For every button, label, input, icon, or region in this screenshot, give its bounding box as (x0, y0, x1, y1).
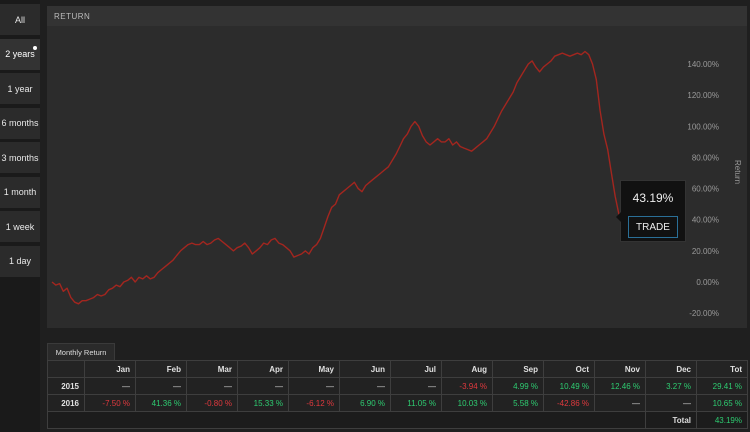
range-button-2-years[interactable]: 2 years (0, 38, 40, 71)
monthly-return-table: Jan Feb Mar Apr May Jun Jul Aug Sep Oct Nov Dec Tot … (47, 360, 748, 429)
column-header: Tot (696, 360, 748, 378)
tooltip-pointer (616, 212, 621, 222)
range-button-3-months[interactable]: 3 months (0, 142, 40, 174)
trade-button[interactable]: TRADE (628, 216, 678, 238)
table-header-row: Jan Feb Mar Apr May Jun Jul Aug Sep Oct Nov Dec Tot (47, 360, 748, 378)
total-value: 43.19% (696, 411, 748, 429)
value-tooltip: 43.19% TRADE (616, 180, 686, 242)
return-cell: — (84, 377, 136, 395)
column-header: Apr (237, 360, 289, 378)
range-button-1-month[interactable]: 1 month (0, 176, 40, 209)
y-tick-label: 140.00% (687, 60, 719, 69)
tab-monthly-return[interactable]: Monthly Return (47, 343, 115, 360)
return-cell: — (135, 377, 187, 395)
column-header: Nov (594, 360, 646, 378)
return-cell: 10.65 % (696, 394, 748, 412)
return-cell: -0.80 % (186, 394, 238, 412)
return-cell: -3.94 % (441, 377, 493, 395)
return-cell: — (594, 394, 646, 412)
return-line-chart: -20.00% 0.00% 20.00% 40.00% 60.00% 80.00% 100.… (51, 50, 742, 318)
column-header: Mar (186, 360, 238, 378)
y-tick-label: 0.00% (696, 278, 719, 287)
column-header: Dec (645, 360, 697, 378)
y-tick-label: -20.00% (689, 309, 719, 318)
return-cell: 4.99 % (492, 377, 544, 395)
y-tick-label: 100.00% (687, 122, 719, 131)
range-button-1-year[interactable]: 1 year (0, 73, 40, 105)
column-header: Jan (84, 360, 136, 378)
return-cell: — (645, 394, 697, 412)
total-row: Total 43.19% (47, 411, 748, 429)
return-cell: 11.05 % (390, 394, 442, 412)
return-cell: 5.58 % (492, 394, 544, 412)
column-header: Jun (339, 360, 391, 378)
return-cell: 41.36 % (135, 394, 187, 412)
column-header (47, 360, 85, 378)
return-series-line (51, 50, 620, 305)
table-row: 2016 -7.50 % 41.36 % -0.80 % 15.33 % -6.12 % 6… (47, 394, 748, 412)
return-cell: 6.90 % (339, 394, 391, 412)
return-cell: -7.50 % (84, 394, 136, 412)
table-row: 2015— — — — — — — -3.94 % 4.99 % 10.49 % 12.46 % 3.… (47, 377, 748, 395)
y-tick-label: 20.00% (692, 247, 719, 256)
y-axis-title: Return (733, 160, 742, 184)
return-cell: — (237, 377, 289, 395)
return-cell: 12.46 % (594, 377, 646, 395)
return-cell: 29.41 % (696, 377, 748, 395)
range-sidebar: All 2 years 1 year 6 months 3 months 1 month 1… (0, 0, 40, 432)
column-header: May (288, 360, 340, 378)
range-button-1-week[interactable]: 1 week (0, 211, 40, 243)
return-cell: — (186, 377, 238, 395)
column-header: Sep (492, 360, 544, 378)
column-header: Jul (390, 360, 442, 378)
range-button-All[interactable]: All (0, 4, 40, 36)
return-cell: 10.49 % (543, 377, 595, 395)
y-tick-label: 80.00% (692, 153, 719, 162)
range-button-label: 1 week (5, 221, 35, 232)
y-tick-label: 60.00% (692, 185, 719, 194)
total-spacer (47, 411, 646, 429)
range-button-6-months[interactable]: 6 months (0, 107, 40, 140)
chart-header: RETURN (47, 6, 747, 26)
return-cell: — (390, 377, 442, 395)
range-button-label: 1 month (3, 187, 37, 197)
y-tick-label: 120.00% (687, 91, 719, 100)
column-header: Oct (543, 360, 595, 378)
year-cell: 2016 (47, 394, 85, 412)
column-header: Aug (441, 360, 493, 378)
range-button-label: All (14, 14, 25, 25)
range-button-label: 3 months (1, 152, 39, 163)
range-button-label: 6 months (1, 118, 39, 128)
return-cell: 3.27 % (645, 377, 697, 395)
return-cell: -42.86 % (543, 394, 595, 412)
range-button-label: 1 day (8, 256, 32, 266)
return-cell: 10.03 % (441, 394, 493, 412)
range-button-1-day[interactable]: 1 day (0, 245, 40, 278)
return-cell: — (339, 377, 391, 395)
year-cell: 2015 (47, 377, 85, 395)
chart-area: -20.00% 0.00% 20.00% 40.00% 60.00% 80.00% 100.… (47, 26, 747, 328)
total-label: Total (645, 411, 697, 429)
return-cell: — (288, 377, 340, 395)
return-chart-panel: RETURN -20.00% 0.00% 20.00% 40.00% 60.00% 80.… (47, 6, 747, 328)
return-cell: -6.12 % (288, 394, 340, 412)
range-button-label: 1 year (7, 83, 33, 94)
active-indicator-dot (33, 45, 37, 50)
tooltip-value: 43.19% (632, 191, 674, 205)
column-header: Feb (135, 360, 187, 378)
return-cell: 15.33 % (237, 394, 289, 412)
y-tick-label: 40.00% (692, 216, 719, 225)
range-button-label: 2 years (5, 49, 35, 59)
